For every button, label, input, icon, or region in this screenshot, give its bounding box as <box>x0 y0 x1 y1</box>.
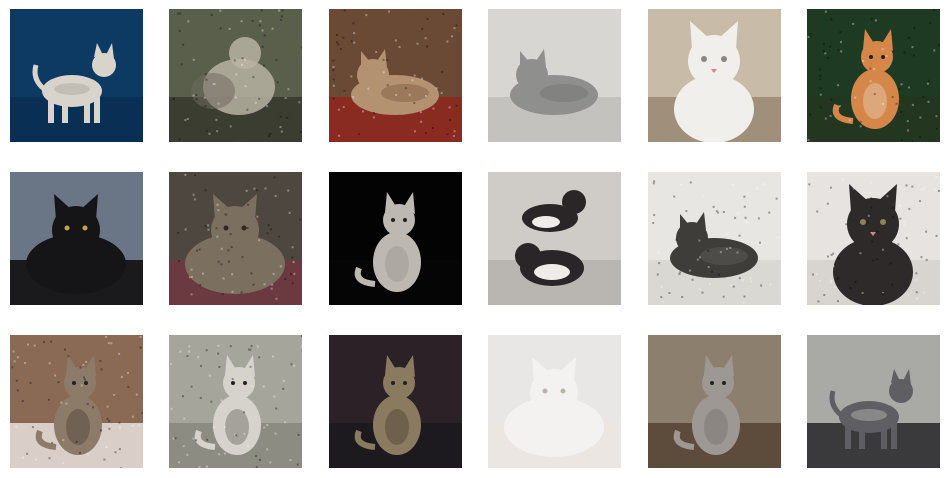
cat-photo <box>488 335 621 468</box>
cat-photo <box>10 9 143 142</box>
cat-photo <box>807 172 940 305</box>
cat-photo-image <box>807 172 940 305</box>
cat-photo-image <box>807 335 940 468</box>
cat-photo <box>169 172 302 305</box>
cat-photo <box>10 172 143 305</box>
cat-photo-image <box>169 172 302 305</box>
cat-photo <box>648 9 781 142</box>
cat-photo <box>169 9 302 142</box>
cat-photo <box>329 172 462 305</box>
cat-photo <box>10 335 143 468</box>
cat-photo-image <box>488 335 621 468</box>
cat-photo-image <box>10 9 143 142</box>
cat-photo <box>488 9 621 142</box>
cat-photo <box>329 9 462 142</box>
cat-photo <box>807 335 940 468</box>
cat-photo <box>329 335 462 468</box>
cat-photo-image <box>807 9 940 142</box>
cat-photo-image <box>648 335 781 468</box>
cat-photo-image <box>488 9 621 142</box>
cat-photo <box>169 335 302 468</box>
cat-photo <box>807 9 940 142</box>
cat-photo <box>648 172 781 305</box>
cat-photo-image <box>329 172 462 305</box>
cat-photo-image <box>10 172 143 305</box>
cat-photo <box>488 172 621 305</box>
cat-photo-image <box>169 335 302 468</box>
cat-photo-image <box>329 335 462 468</box>
cat-photo-image <box>329 9 462 142</box>
cat-photo-image <box>648 9 781 142</box>
cat-photo-image <box>488 172 621 305</box>
cat-photo <box>648 335 781 468</box>
cat-photo-image <box>169 9 302 142</box>
cat-photo-image <box>648 172 781 305</box>
cat-photo-image <box>10 335 143 468</box>
